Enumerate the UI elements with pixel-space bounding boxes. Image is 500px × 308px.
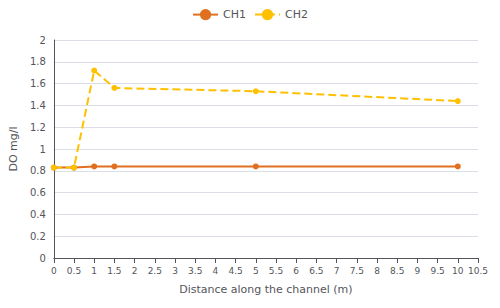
- svg-text:10.5: 10.5: [468, 266, 488, 276]
- svg-text:1.4: 1.4: [30, 100, 46, 111]
- svg-text:10: 10: [452, 266, 464, 276]
- svg-text:1.2: 1.2: [30, 122, 46, 133]
- svg-text:0: 0: [39, 253, 45, 264]
- svg-text:5.5: 5.5: [269, 266, 283, 276]
- svg-text:3: 3: [172, 266, 178, 276]
- svg-text:5: 5: [253, 266, 259, 276]
- svg-text:2: 2: [39, 35, 45, 46]
- svg-text:9: 9: [415, 266, 421, 276]
- svg-text:8: 8: [374, 266, 380, 276]
- svg-text:CH1: CH1: [223, 8, 246, 21]
- svg-text:7.5: 7.5: [350, 266, 364, 276]
- svg-text:1.6: 1.6: [30, 78, 46, 89]
- svg-text:8.5: 8.5: [390, 266, 404, 276]
- svg-text:1: 1: [39, 144, 45, 155]
- svg-text:0.8: 0.8: [30, 165, 46, 176]
- svg-text:3.5: 3.5: [188, 266, 202, 276]
- svg-text:0: 0: [51, 266, 57, 276]
- svg-text:0.5: 0.5: [67, 266, 81, 276]
- svg-text:0.4: 0.4: [30, 209, 46, 220]
- svg-text:DO mg/l: DO mg/l: [7, 126, 20, 171]
- svg-text:1.8: 1.8: [30, 56, 46, 67]
- svg-text:0.2: 0.2: [30, 231, 46, 242]
- svg-text:6.5: 6.5: [309, 266, 323, 276]
- svg-text:7: 7: [334, 266, 340, 276]
- svg-text:2.5: 2.5: [148, 266, 162, 276]
- svg-text:2: 2: [132, 266, 138, 276]
- svg-text:4.5: 4.5: [228, 266, 242, 276]
- svg-text:1.5: 1.5: [107, 266, 121, 276]
- svg-text:CH2: CH2: [285, 8, 308, 21]
- svg-text:9.5: 9.5: [430, 266, 444, 276]
- svg-text:4: 4: [213, 266, 219, 276]
- svg-text:6: 6: [293, 266, 299, 276]
- svg-text:0.6: 0.6: [30, 187, 46, 198]
- svg-text:1: 1: [91, 266, 97, 276]
- svg-text:Distance along the channel (m): Distance along the channel (m): [179, 283, 352, 296]
